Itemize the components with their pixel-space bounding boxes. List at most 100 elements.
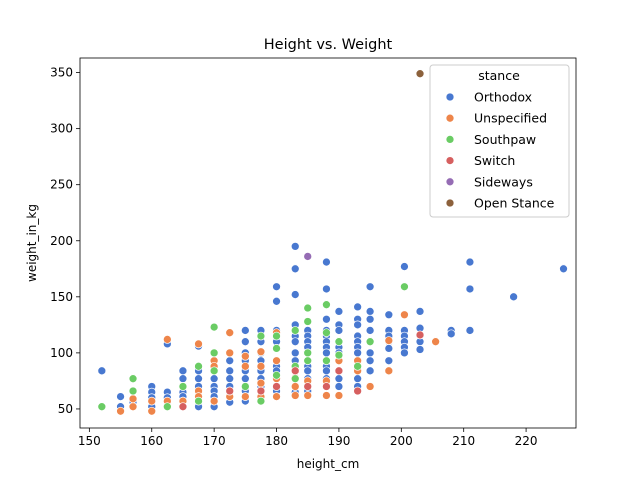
point-unspecified <box>147 406 157 416</box>
point-unspecified <box>256 378 266 388</box>
legend-marker <box>445 177 455 187</box>
point-unspecified <box>272 392 281 401</box>
y-tick-label: 250 <box>50 178 73 192</box>
point-unspecified <box>272 356 281 366</box>
point-sideways <box>303 252 313 261</box>
point-unspecified <box>384 336 394 345</box>
point-orthodox <box>334 326 344 335</box>
point-unspecified <box>322 391 331 400</box>
point-southpaw <box>162 402 172 412</box>
point-orthodox <box>240 326 250 335</box>
point-southpaw <box>365 337 375 347</box>
x-tick-label: 160 <box>140 434 163 448</box>
legend: stance Orthodox Unspecified Southpaw Switch… <box>429 64 570 218</box>
point-unspecified <box>240 392 250 401</box>
point-orthodox <box>365 282 375 292</box>
legend-marker <box>445 156 455 165</box>
legend-marker <box>445 113 455 123</box>
point-orthodox <box>334 382 344 391</box>
point-southpaw <box>353 361 362 371</box>
point-orthodox <box>322 257 331 267</box>
point-orthodox <box>353 374 362 384</box>
point-southpaw <box>194 361 203 371</box>
point-unspecified <box>290 382 300 391</box>
point-orthodox <box>365 326 375 335</box>
point-switch <box>334 366 344 376</box>
legend-entry: Orthodox <box>474 90 532 105</box>
x-axis-label: height_cm <box>297 457 360 471</box>
point-orthodox <box>365 356 375 366</box>
point-unspecified <box>225 328 235 338</box>
point-switch <box>272 382 281 391</box>
point-unspecified <box>240 351 250 361</box>
point-unspecified <box>225 348 235 358</box>
point-switch <box>256 386 266 396</box>
point-orthodox <box>384 356 394 366</box>
point-orthodox <box>365 348 375 358</box>
legend-title: stance <box>478 68 520 83</box>
point-orthodox <box>225 374 235 384</box>
point-southpaw <box>256 331 266 341</box>
point-orthodox <box>334 374 344 384</box>
point-switch <box>322 382 331 391</box>
legend-entry: Southpaw <box>474 132 536 147</box>
point-unspecified <box>194 339 203 349</box>
point-unspecified <box>147 396 157 406</box>
point-southpaw <box>272 331 281 341</box>
y-tick-label: 300 <box>50 122 73 136</box>
point-switch <box>178 402 188 412</box>
point-switch <box>415 330 425 340</box>
point-switch <box>303 382 313 391</box>
point-southpaw <box>128 386 138 396</box>
point-unspecified <box>162 335 172 344</box>
point-orthodox <box>240 337 250 347</box>
point-unspecified <box>256 347 266 357</box>
point-orthodox <box>272 296 281 306</box>
point-southpaw <box>322 300 331 310</box>
point-orthodox <box>353 320 362 330</box>
point-orthodox <box>365 366 375 376</box>
point-southpaw <box>128 374 138 384</box>
point-orthodox <box>465 326 475 335</box>
point-orthodox <box>209 374 219 384</box>
legend-marker <box>445 198 455 208</box>
point-orthodox <box>400 348 409 358</box>
point-unspecified <box>290 391 300 400</box>
point-orthodox <box>465 257 475 267</box>
point-orthodox <box>384 344 394 353</box>
point-orthodox <box>290 242 300 251</box>
point-unspecified <box>128 402 138 412</box>
x-tick-label: 170 <box>203 434 226 448</box>
legend-entry: Unspecified <box>474 111 547 126</box>
point-unspecified <box>303 391 313 400</box>
point-unspecified <box>240 361 250 371</box>
point-orthodox <box>290 264 300 274</box>
point-orthodox <box>400 262 409 271</box>
point-unspecified <box>209 396 219 406</box>
point-open-stance <box>415 69 425 79</box>
point-southpaw <box>303 317 313 326</box>
point-orthodox <box>97 366 107 376</box>
point-orthodox <box>559 264 568 274</box>
point-orthodox <box>303 366 313 376</box>
y-tick-label: 50 <box>58 402 73 416</box>
point-orthodox <box>290 337 300 347</box>
point-orthodox <box>415 307 425 316</box>
x-tick-label: 210 <box>452 434 475 448</box>
point-orthodox <box>322 348 331 358</box>
x-tick-label: 180 <box>265 434 288 448</box>
point-unspecified <box>400 310 409 320</box>
point-orthodox <box>225 356 235 366</box>
point-unspecified <box>334 391 344 400</box>
point-southpaw <box>303 356 313 366</box>
point-orthodox <box>225 366 235 376</box>
point-southpaw <box>322 356 331 366</box>
point-southpaw <box>240 382 250 391</box>
point-orthodox <box>322 284 331 294</box>
legend-entry: Sideways <box>474 174 533 189</box>
point-southpaw <box>272 344 281 353</box>
legend-marker <box>445 135 455 144</box>
point-switch <box>225 386 235 396</box>
axes-layer: 150 160 170 180 190 200 210 220 50 100 150 200 250 30… <box>50 66 537 448</box>
